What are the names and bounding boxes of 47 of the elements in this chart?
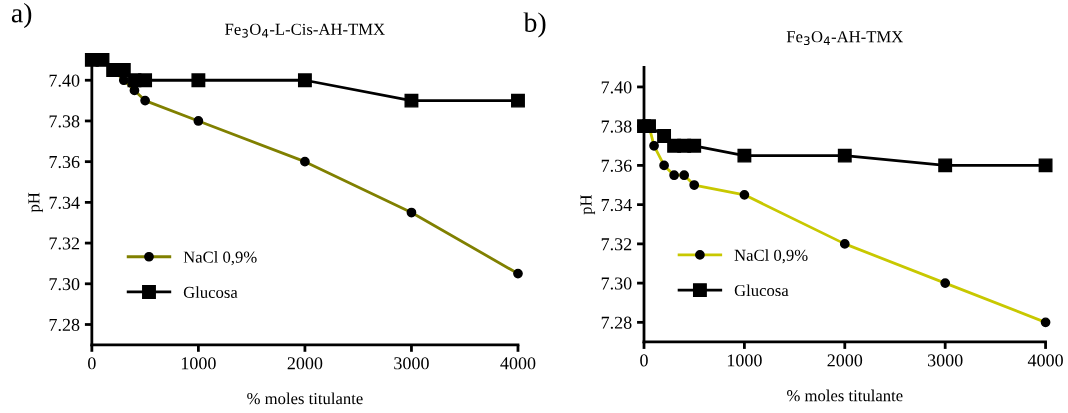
x-tick-label: 4000 [1027, 354, 1063, 367]
x-tick-label: 3000 [394, 357, 429, 370]
x-tick-label: 3000 [927, 354, 963, 367]
text: a) [11, 2, 32, 29]
chart-title: Fe$_{3}$O$_{4}$-L-Cis-AH-TMX [225, 23, 385, 38]
legend-label: Glucosa [734, 284, 789, 297]
y-tick-label: 7.36 [601, 159, 632, 172]
y-tick-label: 7.38 [601, 120, 632, 133]
chart-title: Fe$_{3}$O$_{4}$-AH-TMX [786, 31, 903, 46]
y-axis-title: pH [580, 194, 596, 215]
x-tick-label: 0 [88, 357, 96, 370]
point [511, 93, 525, 108]
x-tick-label: 1000 [727, 354, 762, 367]
legend-label: NaCl 0,9% [183, 251, 257, 266]
x-tick-label: 1000 [181, 357, 216, 370]
y-tick-label: 7.30 [49, 278, 80, 291]
y-tick-label: 7.34 [601, 198, 632, 212]
y-tick-label: 7.28 [601, 316, 632, 329]
y-tick-label: 7.38 [49, 115, 80, 128]
point [737, 148, 752, 163]
point [191, 73, 206, 88]
y-tick-label: 7.36 [49, 155, 80, 169]
y-tick-label: 7.32 [49, 237, 80, 250]
point [938, 158, 953, 173]
point [404, 93, 419, 108]
y-tick-label: 7.28 [49, 318, 80, 332]
y-axis-title: pH [28, 192, 43, 213]
y-tick-label: 7.40 [49, 74, 80, 87]
x-axis-title: % moles titulante [247, 392, 363, 405]
text: b) [523, 12, 546, 38]
point [1038, 158, 1053, 173]
legend-label: Glucosa [183, 286, 238, 298]
x-axis-title: % moles titulante [787, 389, 903, 402]
point [837, 148, 852, 163]
y-tick-label: 7.40 [601, 81, 632, 94]
x-tick-label: 2000 [287, 357, 323, 370]
point [687, 138, 702, 153]
legend-label: NaCl 0,9% [734, 249, 808, 264]
y-tick-label: 7.32 [601, 238, 632, 251]
y-tick-label: 7.30 [601, 277, 632, 290]
y-tick-label: 7.34 [49, 196, 80, 209]
x-tick-label: 0 [640, 354, 648, 367]
x-tick-label: 4000 [500, 357, 536, 370]
point [138, 73, 153, 88]
point [297, 73, 312, 88]
x-tick-label: 2000 [827, 354, 863, 367]
point [657, 129, 672, 143]
